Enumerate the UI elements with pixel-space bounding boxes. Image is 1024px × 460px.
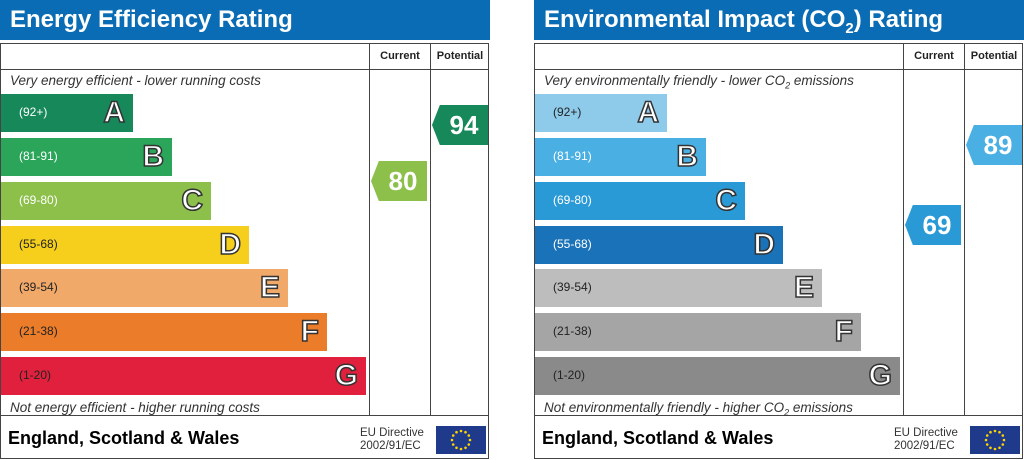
band-range: (92+): [553, 105, 582, 119]
band-letter: G: [334, 358, 359, 393]
directive-label: EU Directive: [894, 427, 958, 439]
eu-flag-icon: [970, 426, 1020, 454]
band-letter: C: [181, 183, 204, 218]
frame: [534, 43, 1023, 459]
directive-number: 2002/91/EC: [894, 440, 955, 452]
band-letter: D: [219, 227, 242, 262]
note: Not energy efficient - higher running co…: [10, 400, 260, 415]
band-range: (39-54): [553, 280, 592, 294]
band-letter: G: [868, 358, 893, 393]
band-range: (69-80): [19, 193, 58, 207]
band-b: (81-91) B: [535, 138, 706, 176]
divider: [964, 43, 965, 416]
potential-rating-arrow: 89: [966, 125, 1022, 165]
band-letter: E: [793, 270, 815, 305]
note: Not environmentally friendly - higher CO…: [544, 400, 853, 418]
band-range: (92+): [19, 105, 48, 119]
eu-directive: EU Directive 2002/91/EC: [360, 427, 424, 453]
note-text: emissions: [789, 400, 853, 415]
band-g: (1-20) G: [535, 357, 900, 395]
band-letter: A: [103, 95, 126, 130]
eu-directive: EU Directive 2002/91/EC: [894, 427, 958, 453]
band-a: (92+) A: [535, 94, 667, 132]
band-letter: F: [834, 314, 854, 349]
band-f: (21-38) F: [1, 313, 327, 351]
band-letter: D: [753, 227, 776, 262]
directive-number: 2002/91/EC: [360, 440, 421, 452]
directive-label: EU Directive: [360, 427, 424, 439]
divider: [369, 43, 370, 416]
band-letter: C: [715, 183, 738, 218]
band-d: (55-68) D: [535, 226, 783, 264]
title-text: ) Rating: [853, 6, 944, 33]
band-letter: F: [300, 314, 320, 349]
title-sub: 2: [845, 19, 854, 37]
band-range: (21-38): [19, 324, 58, 338]
band-d: (55-68) D: [1, 226, 249, 264]
note-sub: 2: [784, 407, 790, 418]
band-range: (81-91): [553, 149, 592, 163]
band-c: (69-80) C: [535, 182, 745, 220]
energy-efficiency-panel: Energy Efficiency Rating Current Potenti…: [0, 0, 490, 460]
band-letter: B: [676, 139, 699, 174]
divider: [0, 415, 489, 416]
note: Very energy efficient - lower running co…: [10, 73, 261, 88]
divider: [534, 69, 1023, 70]
band-range: (39-54): [19, 280, 58, 294]
note-text: Not environmentally friendly - higher CO: [544, 400, 785, 415]
band-range: (81-91): [19, 149, 58, 163]
band-range: (1-20): [19, 368, 52, 382]
eu-flag-icon: [436, 426, 486, 454]
note: Very environmentally friendly - lower CO…: [544, 73, 854, 91]
band-range: (55-68): [553, 237, 592, 251]
region-label: England, Scotland & Wales: [8, 428, 240, 448]
band-range: (1-20): [553, 368, 586, 382]
current-rating-arrow: 80: [371, 161, 427, 201]
divider: [903, 43, 904, 416]
column-potential: Potential: [970, 50, 1018, 62]
band-e: (39-54) E: [1, 269, 288, 307]
current-rating-arrow: 69: [905, 205, 961, 245]
band-range: (69-80): [553, 193, 592, 207]
band-c: (69-80) C: [1, 182, 211, 220]
region-label: England, Scotland & Wales: [542, 428, 774, 448]
band-letter: B: [142, 139, 165, 174]
note-text: emissions: [790, 73, 854, 88]
panel-title: Energy Efficiency Rating: [0, 0, 490, 40]
divider: [0, 69, 489, 70]
divider: [430, 43, 431, 416]
band-a: (92+) A: [1, 94, 133, 132]
band-f: (21-38) F: [535, 313, 861, 351]
note-sub: 2: [785, 80, 791, 91]
band-range: (21-38): [553, 324, 592, 338]
band-letter: E: [259, 270, 281, 305]
divider: [534, 415, 1023, 416]
note-text: Very environmentally friendly - lower CO: [544, 73, 786, 88]
band-g: (1-20) G: [1, 357, 366, 395]
title-text: Environmental Impact (CO: [544, 6, 846, 33]
environmental-impact-panel: Environmental Impact (CO2) Rating Curren…: [534, 0, 1024, 460]
band-letter: A: [637, 95, 660, 130]
band-e: (39-54) E: [535, 269, 822, 307]
column-potential: Potential: [436, 50, 484, 62]
potential-rating-arrow: 94: [432, 105, 488, 145]
band-range: (55-68): [19, 237, 58, 251]
panel-title: Environmental Impact (CO2) Rating: [534, 0, 1024, 40]
column-current: Current: [380, 50, 420, 62]
frame: [0, 43, 489, 459]
column-current: Current: [914, 50, 954, 62]
band-b: (81-91) B: [1, 138, 172, 176]
